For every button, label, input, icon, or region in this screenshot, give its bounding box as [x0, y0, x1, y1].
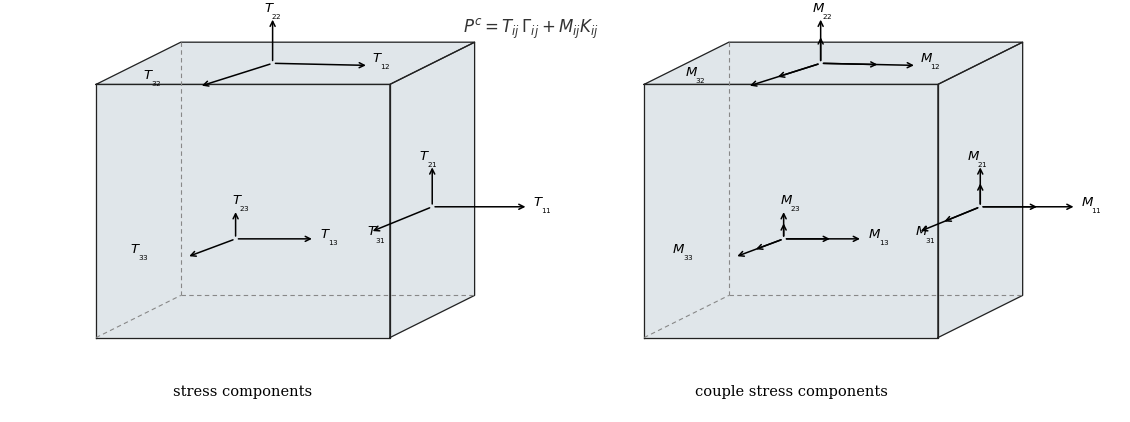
- Polygon shape: [96, 42, 475, 84]
- Text: $T$: $T$: [321, 228, 331, 241]
- Text: $_{21}$: $_{21}$: [976, 160, 988, 170]
- Polygon shape: [938, 42, 1023, 338]
- Text: $_{13}$: $_{13}$: [328, 238, 339, 248]
- Text: $T$: $T$: [142, 69, 154, 82]
- Polygon shape: [644, 84, 938, 338]
- Text: $P^c = T_{ij}\,\Gamma_{ij} + M_{ij}K_{ij}$: $P^c = T_{ij}\,\Gamma_{ij} + M_{ij}K_{ij…: [463, 17, 599, 41]
- Text: $T$: $T$: [263, 2, 275, 15]
- Polygon shape: [390, 42, 475, 338]
- Text: $_{31}$: $_{31}$: [374, 236, 385, 246]
- Text: $T$: $T$: [533, 196, 544, 209]
- Text: $T$: $T$: [418, 150, 429, 163]
- Text: $_{22}$: $_{22}$: [271, 12, 282, 22]
- Text: $_{23}$: $_{23}$: [240, 204, 250, 214]
- Text: $_{33}$: $_{33}$: [683, 254, 694, 263]
- Text: $_{22}$: $_{22}$: [822, 12, 833, 22]
- Text: $M$: $M$: [672, 243, 686, 256]
- Text: $_{11}$: $_{11}$: [540, 206, 551, 216]
- Text: $T$: $T$: [372, 51, 383, 65]
- Text: $_{31}$: $_{31}$: [924, 236, 936, 246]
- Text: $T$: $T$: [366, 225, 377, 238]
- Text: $_{33}$: $_{33}$: [138, 254, 149, 263]
- Text: $M$: $M$: [1080, 196, 1094, 209]
- Text: $M$: $M$: [811, 2, 825, 15]
- Text: $T$: $T$: [130, 243, 141, 256]
- Text: $_{23}$: $_{23}$: [791, 204, 801, 214]
- Text: $T$: $T$: [233, 194, 243, 207]
- Text: $M$: $M$: [869, 228, 881, 241]
- Polygon shape: [96, 84, 390, 338]
- Text: $_{32}$: $_{32}$: [695, 76, 706, 86]
- Polygon shape: [644, 42, 1023, 84]
- Text: $_{32}$: $_{32}$: [150, 79, 162, 89]
- Text: $_{12}$: $_{12}$: [930, 62, 941, 72]
- Text: $M$: $M$: [685, 66, 698, 79]
- Text: $_{12}$: $_{12}$: [380, 62, 391, 72]
- Text: $M$: $M$: [780, 194, 793, 207]
- Text: $_{11}$: $_{11}$: [1090, 206, 1102, 216]
- Text: $_{13}$: $_{13}$: [879, 238, 889, 248]
- Text: $M$: $M$: [914, 225, 928, 238]
- Text: stress components: stress components: [173, 385, 313, 400]
- Text: $M$: $M$: [966, 150, 980, 163]
- Text: $_{21}$: $_{21}$: [426, 160, 437, 170]
- Text: $M$: $M$: [920, 51, 933, 65]
- Text: couple stress components: couple stress components: [695, 385, 887, 400]
